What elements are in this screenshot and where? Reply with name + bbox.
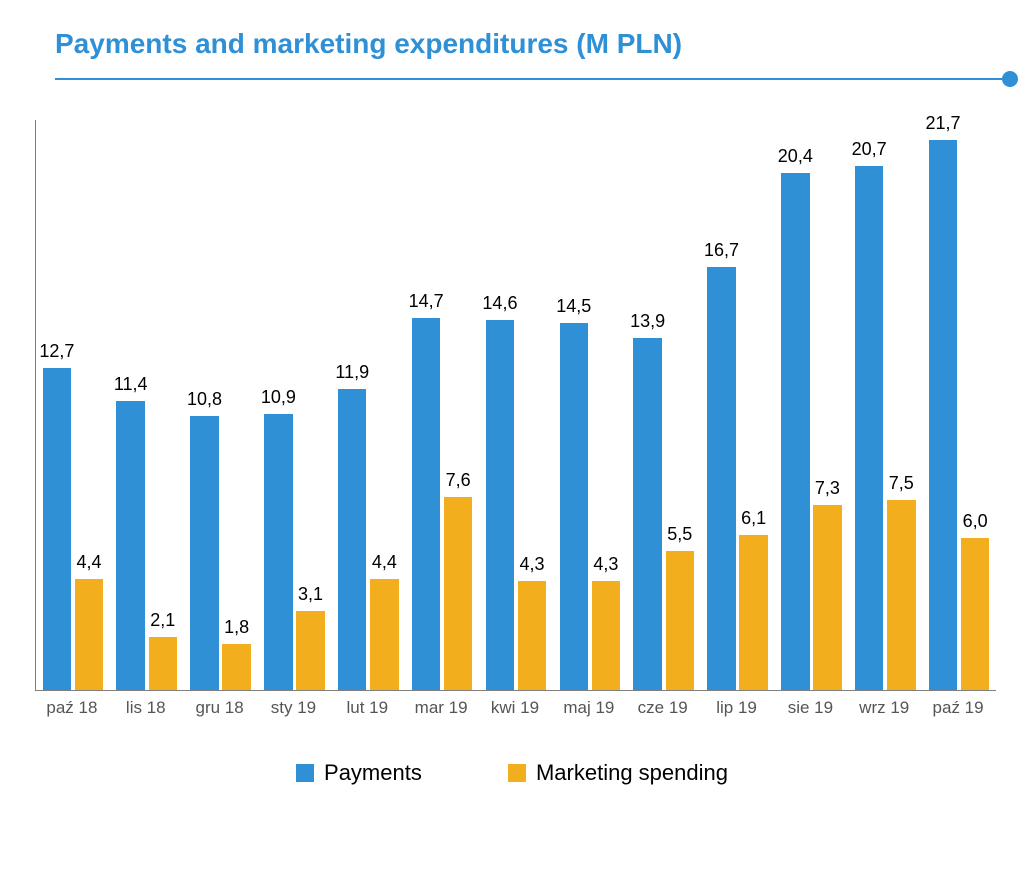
bar-value-label: 2,1 xyxy=(133,610,193,631)
bar-value-label: 5,5 xyxy=(650,524,710,545)
bar-payments xyxy=(264,414,292,690)
bar-value-label: 20,7 xyxy=(839,139,899,160)
bar-value-label: 14,7 xyxy=(396,291,456,312)
bar-value-label: 3,1 xyxy=(281,584,341,605)
bar-marketing xyxy=(149,637,177,690)
bar-value-label: 14,6 xyxy=(470,293,530,314)
category-label: paź 18 xyxy=(46,698,97,718)
chart-area: 12,74,411,42,110,81,810,93,111,94,414,77… xyxy=(35,120,995,760)
category-label: gru 18 xyxy=(196,698,244,718)
bar-payments xyxy=(486,320,514,690)
category-label: lip 19 xyxy=(716,698,757,718)
bar-payments xyxy=(116,401,144,690)
category-label: lis 18 xyxy=(126,698,166,718)
bar-marketing xyxy=(961,538,989,690)
bar-payments xyxy=(560,323,588,690)
bar-value-label: 1,8 xyxy=(207,617,267,638)
bar-value-label: 7,6 xyxy=(428,470,488,491)
bar-payments xyxy=(781,173,809,690)
bar-value-label: 4,3 xyxy=(576,554,636,575)
category-label: maj 19 xyxy=(563,698,614,718)
bar-value-label: 7,5 xyxy=(871,473,931,494)
bar-value-label: 11,4 xyxy=(101,374,161,395)
bar-value-label: 14,5 xyxy=(544,296,604,317)
chart-title: Payments and marketing expenditures (M P… xyxy=(55,28,682,60)
bar-value-label: 4,4 xyxy=(59,552,119,573)
bar-marketing xyxy=(75,579,103,690)
bar-payments xyxy=(929,140,957,690)
legend-swatch-icon xyxy=(508,764,526,782)
bar-payments xyxy=(338,389,366,690)
legend: Payments Marketing spending xyxy=(0,760,1024,786)
bar-value-label: 6,1 xyxy=(724,508,784,529)
bar-payments xyxy=(633,338,661,690)
bar-value-label: 12,7 xyxy=(27,341,87,362)
category-label: kwi 19 xyxy=(491,698,539,718)
bar-payments xyxy=(43,368,71,690)
bar-payments xyxy=(412,318,440,690)
bar-payments xyxy=(855,166,883,690)
category-label: paź 19 xyxy=(933,698,984,718)
bar-value-label: 20,4 xyxy=(765,146,825,167)
legend-swatch-icon xyxy=(296,764,314,782)
slide: Payments and marketing expenditures (M P… xyxy=(0,0,1024,874)
title-rule xyxy=(55,78,1012,80)
bar-marketing xyxy=(666,551,694,690)
bar-marketing xyxy=(887,500,915,690)
category-label: mar 19 xyxy=(415,698,468,718)
legend-item-marketing: Marketing spending xyxy=(508,760,728,786)
legend-label: Marketing spending xyxy=(536,760,728,785)
bar-marketing xyxy=(592,581,620,690)
category-label: cze 19 xyxy=(638,698,688,718)
bar-value-label: 4,4 xyxy=(354,552,414,573)
category-label: lut 19 xyxy=(347,698,389,718)
bar-value-label: 21,7 xyxy=(913,113,973,134)
chart-plot: 12,74,411,42,110,81,810,93,111,94,414,77… xyxy=(35,120,996,691)
bar-value-label: 7,3 xyxy=(797,478,857,499)
bar-value-label: 10,8 xyxy=(175,389,235,410)
category-label: sty 19 xyxy=(271,698,316,718)
bar-value-label: 4,3 xyxy=(502,554,562,575)
bar-marketing xyxy=(370,579,398,690)
title-rule-dot xyxy=(1002,71,1018,87)
bar-value-label: 13,9 xyxy=(618,311,678,332)
bar-value-label: 11,9 xyxy=(322,362,382,383)
category-label: sie 19 xyxy=(788,698,833,718)
bar-marketing xyxy=(444,497,472,690)
bar-marketing xyxy=(813,505,841,690)
bar-marketing xyxy=(739,535,767,690)
bar-marketing xyxy=(222,644,250,690)
bar-value-label: 16,7 xyxy=(691,240,751,261)
bar-value-label: 6,0 xyxy=(945,511,1005,532)
bar-value-label: 10,9 xyxy=(248,387,308,408)
bar-payments xyxy=(190,416,218,690)
legend-label: Payments xyxy=(324,760,422,785)
bar-payments xyxy=(707,267,735,690)
category-label: wrz 19 xyxy=(859,698,909,718)
bar-marketing xyxy=(518,581,546,690)
bar-marketing xyxy=(296,611,324,690)
legend-item-payments: Payments xyxy=(296,760,422,786)
